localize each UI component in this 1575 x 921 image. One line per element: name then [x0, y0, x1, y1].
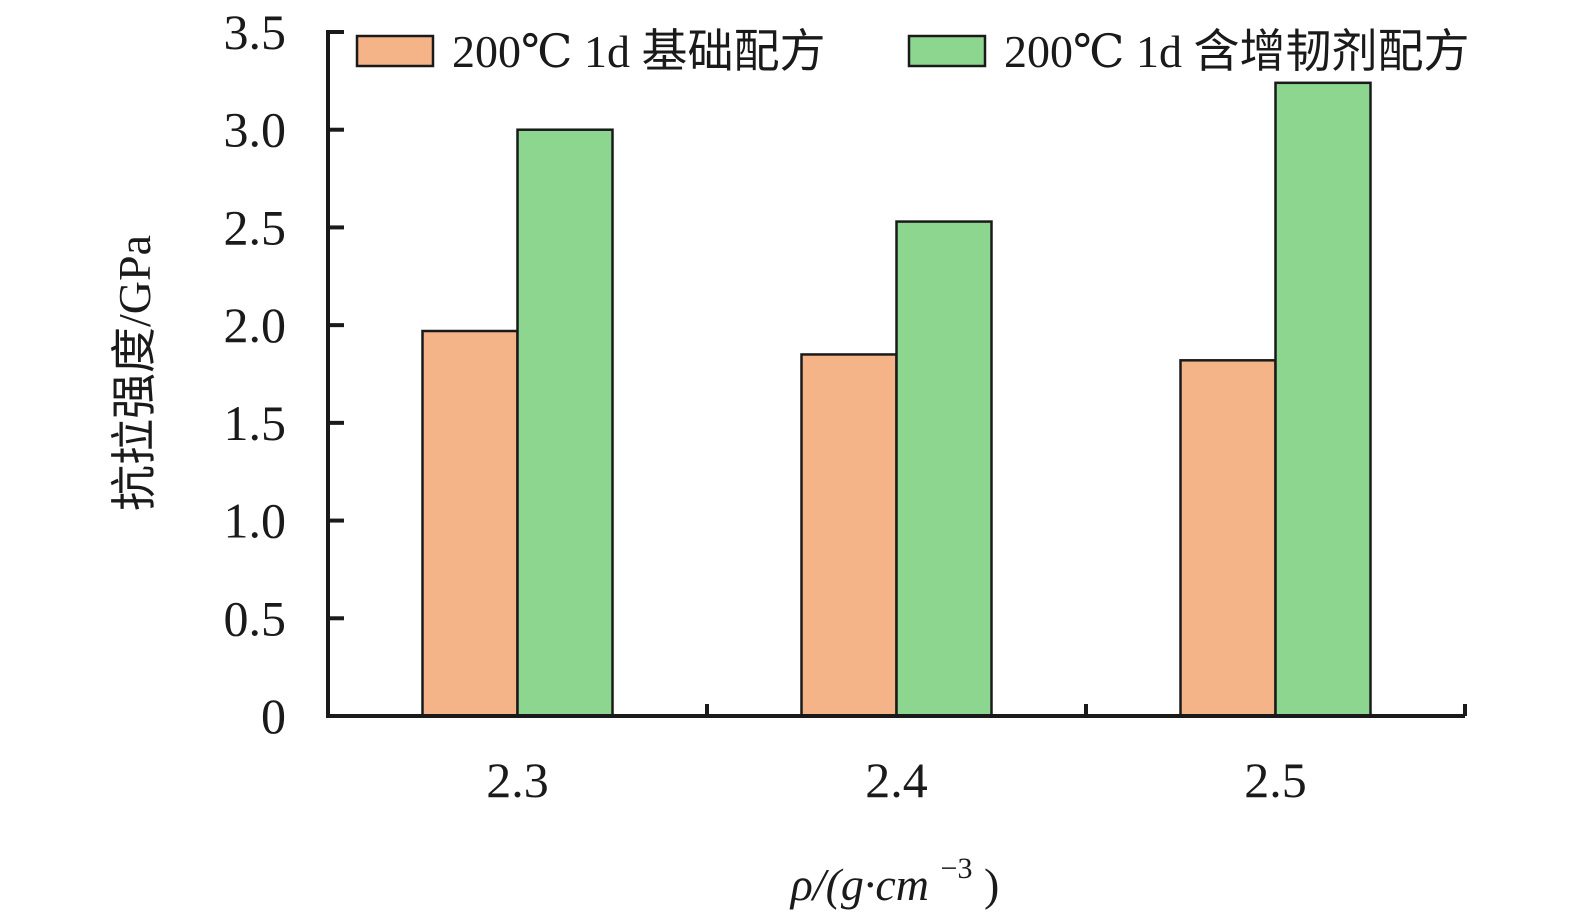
- legend: 200℃ 1d 基础配方 200℃ 1d 含增韧剂配方: [355, 26, 1469, 77]
- bar-series-1-2.4: [800, 353, 898, 718]
- y-tick-label: 3.0: [224, 102, 287, 158]
- y-ticks-group: 0 0.5 1.0 1.5 2.0 2.5 3.0 3.5: [224, 4, 344, 744]
- bar-series-2-2.5: [1274, 81, 1372, 718]
- x-axis-title-superscript: −3: [941, 852, 973, 885]
- x-ticks-group: 2.3 2.4 2.5: [486, 704, 1467, 808]
- y-axis-title: 抗拉强度/GPa: [109, 235, 160, 511]
- y-tick-label: 1.5: [224, 395, 287, 451]
- x-tick-label: 2.4: [865, 752, 928, 808]
- y-tick-label: 3.5: [224, 4, 287, 60]
- y-tick-label: 0.5: [224, 590, 287, 646]
- x-tick-label: 2.3: [486, 752, 549, 808]
- bar-series-2-2.4: [895, 220, 993, 718]
- x-axis-title-prefix: ρ/(g·cm: [789, 859, 929, 910]
- y-tick-label: 2.0: [224, 297, 287, 353]
- legend-swatch-series-1: [355, 34, 435, 68]
- y-tick-label: 1.0: [224, 493, 287, 549]
- legend-label-series-2: 200℃ 1d 含增韧剂配方: [1004, 26, 1469, 77]
- legend-label-series-1: 200℃ 1d 基础配方: [452, 26, 825, 77]
- bar-series-1-2.5: [1179, 359, 1277, 718]
- bar-series-2-2.3: [516, 128, 614, 718]
- bar-series-1-2.3: [421, 329, 519, 718]
- y-tick-label: 2.5: [224, 199, 287, 255]
- x-axis-title: ρ/(g·cm −3 ): [789, 837, 1000, 910]
- legend-swatch-series-2: [907, 34, 987, 68]
- y-tick-label: 0: [261, 688, 286, 744]
- bars-group: [421, 81, 1372, 718]
- axes-group: [326, 30, 1465, 718]
- x-axis-title-suffix: ): [984, 859, 999, 910]
- x-tick-label: 2.5: [1244, 752, 1307, 808]
